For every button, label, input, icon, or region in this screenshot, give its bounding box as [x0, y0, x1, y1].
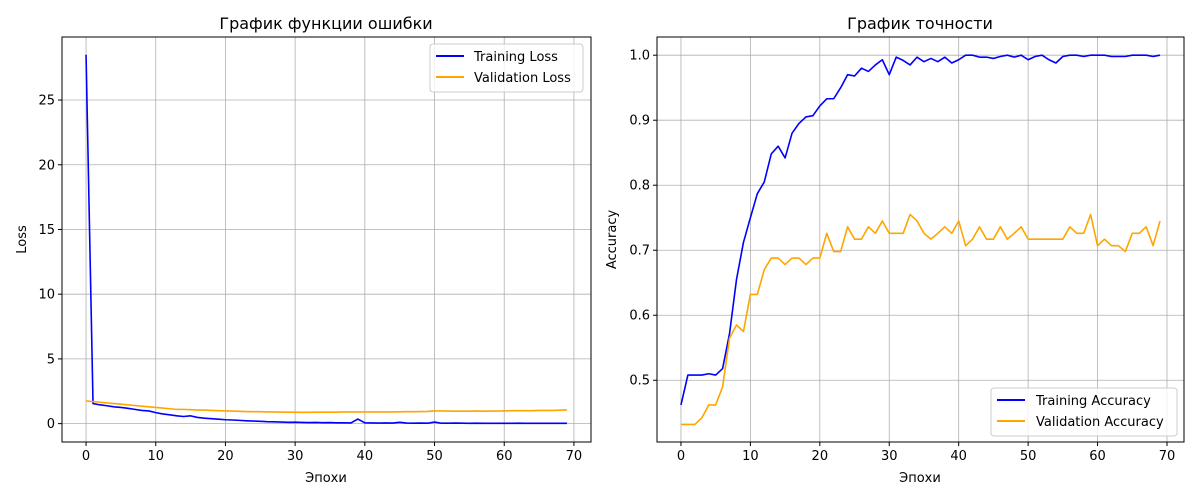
- accuracy-y-tick-label: 0.5: [629, 374, 650, 389]
- accuracy-legend-box: [990, 387, 1178, 437]
- loss-chart-title: График функции ошибки: [219, 14, 432, 33]
- loss-x-tick-label: 20: [217, 449, 234, 464]
- loss-y-tick-label: 5: [47, 352, 55, 367]
- accuracy-y-tick-label: 0.6: [629, 309, 650, 324]
- accuracy-legend-label-validation: Validation Accuracy: [1036, 415, 1164, 430]
- accuracy-x-tick-label: 10: [742, 449, 759, 464]
- loss-x-tick-label: 60: [496, 449, 513, 464]
- accuracy-axes-frame: [656, 36, 1185, 443]
- loss-x-ticks: 0 10 20 30 40 50 60 70: [82, 442, 582, 464]
- accuracy-y-axis-label: Accuracy: [605, 210, 620, 270]
- loss-legend: Training Loss Validation Loss: [429, 43, 584, 93]
- accuracy-grid: [657, 37, 1184, 442]
- accuracy-chart: График точности 0 10 20 30 40 50 60 70 0.50.60.…: [605, 14, 1185, 486]
- accuracy-x-tick-label: 70: [1159, 449, 1176, 464]
- loss-y-tick-label: 15: [38, 223, 55, 238]
- series-line-validation-loss: [85, 400, 567, 414]
- accuracy-y-ticks: 0.5 0.6 0.7 0.8 0.9 1.0: [629, 49, 657, 389]
- loss-x-tick-label: 10: [147, 449, 164, 464]
- accuracy-x-ticks: 0 10 20 30 40 50 60 70: [677, 442, 1175, 464]
- loss-y-axis-label: Loss: [15, 225, 30, 254]
- accuracy-series: [680, 54, 1161, 426]
- accuracy-x-axis-label: Эпохи: [899, 471, 941, 486]
- loss-series: [85, 54, 567, 425]
- loss-y-tick-label: 25: [38, 94, 55, 109]
- accuracy-y-tick-label: 1.0: [629, 49, 650, 64]
- loss-y-tick-label: 20: [38, 158, 55, 173]
- loss-x-tick-label: 0: [82, 449, 90, 464]
- accuracy-legend-label-training: Training Accuracy: [1035, 394, 1151, 409]
- accuracy-x-tick-label: 60: [1089, 449, 1106, 464]
- loss-x-tick-label: 30: [287, 449, 304, 464]
- loss-x-axis-label: Эпохи: [305, 471, 347, 486]
- loss-y-ticks: 0 5 10 15 20 25: [38, 94, 62, 432]
- loss-x-tick-label: 50: [426, 449, 443, 464]
- accuracy-x-tick-label: 20: [812, 449, 829, 464]
- accuracy-y-tick-label: 0.9: [629, 114, 650, 129]
- accuracy-x-tick-label: 50: [1020, 449, 1037, 464]
- accuracy-x-tick-label: 0: [677, 449, 685, 464]
- loss-legend-label-training: Training Loss: [473, 50, 558, 65]
- loss-legend-box: [429, 43, 584, 93]
- accuracy-legend: Training Accuracy Validation Accuracy: [990, 387, 1178, 437]
- accuracy-x-tick-label: 40: [950, 449, 967, 464]
- loss-chart: График функции ошибки 0 10 20 30 40 50 60 70 0 5…: [15, 14, 592, 486]
- loss-x-tick-label: 40: [357, 449, 374, 464]
- accuracy-x-tick-label: 30: [881, 449, 898, 464]
- loss-x-tick-label: 70: [566, 449, 583, 464]
- accuracy-chart-title: График точности: [847, 14, 993, 33]
- loss-y-tick-label: 0: [47, 417, 55, 432]
- accuracy-y-tick-label: 0.7: [629, 244, 650, 259]
- series-line-training-accuracy: [680, 54, 1161, 406]
- loss-axes-frame: [61, 36, 592, 443]
- series-line-validation-accuracy: [680, 213, 1161, 426]
- series-line-training-loss: [85, 54, 567, 425]
- loss-legend-label-validation: Validation Loss: [474, 71, 571, 86]
- accuracy-y-tick-label: 0.8: [629, 179, 650, 194]
- loss-y-tick-label: 10: [38, 288, 55, 303]
